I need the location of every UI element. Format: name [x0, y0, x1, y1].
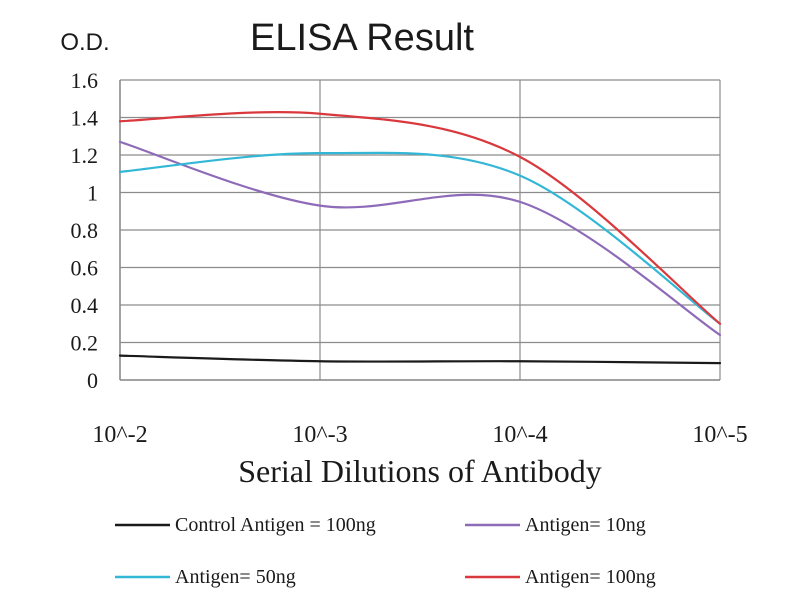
- legend-label-3: Antigen= 100ng: [525, 566, 656, 588]
- y-tick-label: 0.8: [71, 218, 99, 243]
- y-tick-label: 0.4: [71, 293, 99, 318]
- series-line-2: [118, 151, 722, 325]
- x-tick-label: 10^-2: [92, 422, 147, 448]
- grid: [119, 79, 721, 381]
- x-tick-label: 10^-4: [492, 422, 547, 448]
- x-axis-label: Serial Dilutions of Antibody: [238, 453, 602, 489]
- legend-label-1: Antigen= 10ng: [525, 514, 646, 536]
- x-tick-labels: 10^-2 10^-3 10^-4 10^-5: [92, 422, 747, 448]
- y-tick-label: 0.2: [71, 331, 99, 356]
- y-axis-label: O.D.: [60, 29, 109, 56]
- y-tick-label: 1: [87, 181, 98, 206]
- x-tick-label: 10^-5: [692, 422, 747, 448]
- y-tick-labels: 0 0.2 0.4 0.6 0.8 1 1.2 1.4 1.6: [71, 68, 99, 393]
- y-tick-label: 1.2: [71, 143, 99, 168]
- series-line-3: [118, 111, 722, 325]
- y-tick-label: 0: [87, 368, 98, 393]
- x-tick-label: 10^-3: [292, 422, 347, 448]
- y-tick-label: 1.4: [71, 106, 99, 131]
- series-line-0: [118, 354, 722, 365]
- legend-label-2: Antigen= 50ng: [175, 566, 296, 588]
- legend: Control Antigen = 100ng Antigen= 10ng Anti…: [115, 514, 656, 588]
- y-tick-label: 1.6: [71, 68, 99, 93]
- chart-title: ELISA Result: [250, 17, 474, 59]
- series-lines: [118, 111, 722, 365]
- y-tick-label: 0.6: [71, 256, 99, 281]
- legend-label-0: Control Antigen = 100ng: [175, 514, 376, 536]
- series-line-1: [118, 140, 722, 337]
